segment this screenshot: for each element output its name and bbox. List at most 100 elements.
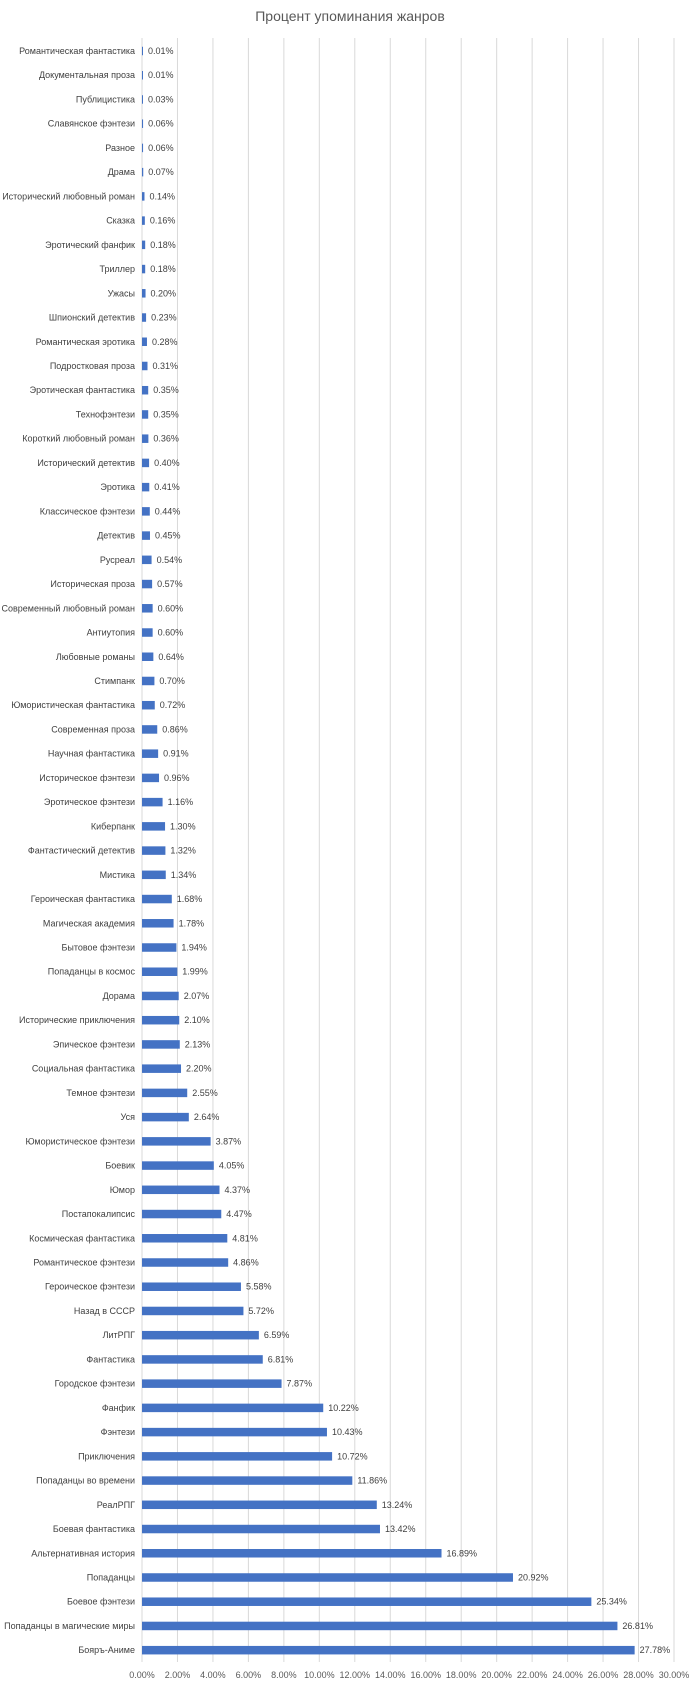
bar <box>142 95 143 104</box>
category-label: Подростковая проза <box>50 361 135 371</box>
value-label: 13.24% <box>382 1500 413 1510</box>
value-label: 27.78% <box>640 1645 671 1655</box>
category-label: Бояръ-Аниме <box>78 1645 135 1655</box>
value-label: 2.10% <box>184 1015 210 1025</box>
value-label: 0.16% <box>150 216 176 226</box>
category-label: Мистика <box>100 870 135 880</box>
category-label: Фэнтези <box>101 1427 135 1437</box>
x-tick-label: 10.00% <box>304 1670 335 1680</box>
value-label: 0.18% <box>150 240 176 250</box>
bar <box>142 846 166 855</box>
value-label: 0.23% <box>151 313 177 323</box>
value-label: 1.78% <box>179 918 205 928</box>
chart-title: Процент упоминания жанров <box>255 8 445 24</box>
value-label: 0.72% <box>160 700 186 710</box>
bar <box>142 1306 244 1316</box>
bar <box>142 507 150 516</box>
x-tick-label: 24.00% <box>552 1670 583 1680</box>
category-label: Романтическое фэнтези <box>33 1258 135 1268</box>
category-label: Современная проза <box>51 724 135 734</box>
category-label: Боевая фантастика <box>53 1524 135 1534</box>
bar <box>142 967 178 976</box>
x-axis-ticks: 0.00% 2.00% 4.00% 6.00% 8.00% 10.00% 12.00% 14.… <box>129 1670 689 1680</box>
bar <box>142 1597 592 1606</box>
category-label: Темное фэнтези <box>66 1088 135 1098</box>
value-label: 1.16% <box>168 797 194 807</box>
value-label: 2.13% <box>185 1039 211 1049</box>
x-tick-label: 14.00% <box>375 1670 406 1680</box>
value-label: 11.86% <box>357 1476 387 1486</box>
value-label: 1.32% <box>170 846 196 856</box>
category-label: Боевик <box>105 1161 135 1171</box>
category-label: РеалРПГ <box>97 1500 135 1510</box>
category-label: Попаданцы <box>87 1572 135 1582</box>
bar <box>142 1209 222 1219</box>
value-label: 4.86% <box>233 1258 259 1268</box>
value-label: 20.92% <box>518 1572 549 1582</box>
value-label: 0.20% <box>151 288 177 298</box>
x-tick-label: 20.00% <box>481 1670 512 1680</box>
value-label: 4.37% <box>224 1185 250 1195</box>
value-label: 1.68% <box>177 894 203 904</box>
category-label: Героическое фэнтези <box>45 1282 135 1292</box>
value-label: 4.81% <box>232 1233 258 1243</box>
bar <box>142 1573 513 1582</box>
bar <box>142 192 145 201</box>
bar <box>142 822 166 831</box>
x-tick-label: 2.00% <box>165 1670 191 1680</box>
x-tick-label: 16.00% <box>410 1670 441 1680</box>
x-tick-label: 8.00% <box>271 1670 297 1680</box>
bar <box>142 943 177 952</box>
category-label: Космическая фантастика <box>29 1233 135 1243</box>
value-label: 0.91% <box>163 749 189 759</box>
value-label: 0.35% <box>153 409 179 419</box>
category-label: Историческое фэнтези <box>39 773 135 783</box>
value-label: 1.99% <box>182 967 208 977</box>
bar <box>142 604 153 613</box>
category-label: Стимпанк <box>94 676 135 686</box>
category-label: Фантастический детектив <box>28 846 135 856</box>
value-label: 4.47% <box>226 1209 252 1219</box>
bar <box>142 264 146 274</box>
value-label: 0.40% <box>154 458 180 468</box>
value-label: 0.70% <box>159 676 185 686</box>
category-label: Киберпанк <box>91 821 135 831</box>
bar <box>142 1524 380 1534</box>
bars <box>142 46 635 1655</box>
category-label: Документальная проза <box>39 70 135 80</box>
value-label: 0.14% <box>149 191 175 201</box>
category-label: Эротическая фантастика <box>30 385 135 395</box>
bar <box>142 240 146 250</box>
value-label: 2.55% <box>192 1088 218 1098</box>
bar <box>142 1258 229 1267</box>
category-label: Научная фантастика <box>48 749 135 759</box>
x-tick-label: 6.00% <box>236 1670 262 1680</box>
value-label: 5.72% <box>248 1306 274 1316</box>
category-label: ЛитРПГ <box>103 1330 136 1340</box>
value-label: 13.42% <box>385 1524 416 1534</box>
value-label: 4.05% <box>219 1161 245 1171</box>
value-label: 0.60% <box>158 628 184 638</box>
bar <box>142 46 143 56</box>
value-label: 1.94% <box>181 943 207 953</box>
bar <box>142 1355 263 1364</box>
bar <box>142 289 146 298</box>
bar <box>142 482 150 492</box>
bar <box>142 676 155 686</box>
bar <box>142 1476 353 1485</box>
bar <box>142 1500 377 1510</box>
value-label: 0.28% <box>152 337 178 347</box>
category-label: Исторические приключения <box>19 1015 135 1025</box>
bar <box>142 579 153 589</box>
bar <box>142 1112 189 1122</box>
value-label: 10.43% <box>332 1427 363 1437</box>
bar <box>142 216 145 225</box>
value-label: 0.44% <box>155 506 181 516</box>
bar <box>142 1330 259 1340</box>
category-label: Технофэнтези <box>76 409 135 419</box>
category-label: Публицистика <box>76 94 135 104</box>
value-label: 0.41% <box>154 482 180 492</box>
bar <box>142 1427 327 1437</box>
value-label: 2.07% <box>184 991 210 1001</box>
